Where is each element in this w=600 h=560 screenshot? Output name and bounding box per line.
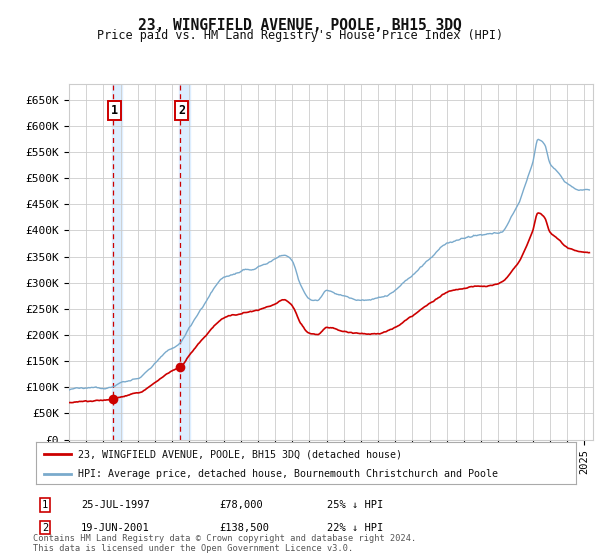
Text: 1: 1 xyxy=(42,500,48,510)
Text: £78,000: £78,000 xyxy=(219,500,263,510)
Text: Price paid vs. HM Land Registry's House Price Index (HPI): Price paid vs. HM Land Registry's House … xyxy=(97,29,503,42)
Text: £138,500: £138,500 xyxy=(219,522,269,533)
Text: HPI: Average price, detached house, Bournemouth Christchurch and Poole: HPI: Average price, detached house, Bour… xyxy=(78,469,498,479)
Text: 22% ↓ HPI: 22% ↓ HPI xyxy=(327,522,383,533)
Text: 19-JUN-2001: 19-JUN-2001 xyxy=(81,522,150,533)
Text: 23, WINGFIELD AVENUE, POOLE, BH15 3DQ (detached house): 23, WINGFIELD AVENUE, POOLE, BH15 3DQ (d… xyxy=(78,449,402,459)
Bar xyxy=(112,84,122,440)
Text: Contains HM Land Registry data © Crown copyright and database right 2024.
This d: Contains HM Land Registry data © Crown c… xyxy=(33,534,416,553)
Text: 23, WINGFIELD AVENUE, POOLE, BH15 3DQ: 23, WINGFIELD AVENUE, POOLE, BH15 3DQ xyxy=(138,18,462,33)
Text: 2: 2 xyxy=(42,522,48,533)
Text: 25% ↓ HPI: 25% ↓ HPI xyxy=(327,500,383,510)
Text: 2: 2 xyxy=(178,104,185,117)
Text: 25-JUL-1997: 25-JUL-1997 xyxy=(81,500,150,510)
Text: 1: 1 xyxy=(111,104,118,117)
Bar xyxy=(179,84,190,440)
